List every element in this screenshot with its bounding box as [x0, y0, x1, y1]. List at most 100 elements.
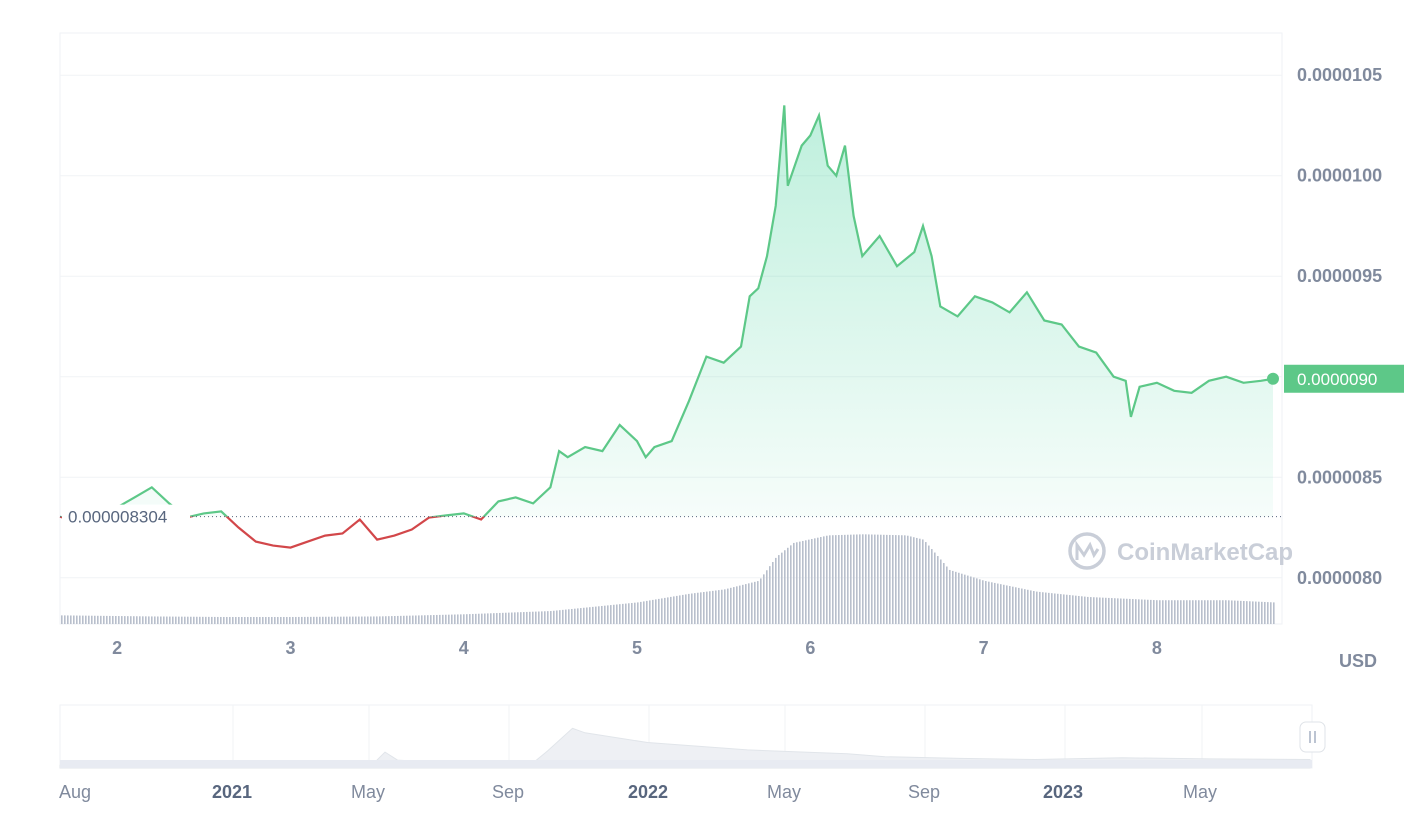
volume-bar [799, 541, 801, 624]
volume-bar [613, 604, 615, 624]
y-axis-labels: 0.0000105 0.0000100 0.0000095 0.0000090 0.00… [1297, 65, 1382, 588]
volume-bar [253, 616, 255, 624]
volume-bar [817, 537, 819, 624]
x-tick-label: 4 [459, 638, 469, 658]
volume-bar [946, 566, 948, 624]
volume-bar [685, 594, 687, 624]
volume-bar [607, 605, 609, 624]
volume-bar [652, 599, 654, 624]
volume-bar [388, 616, 390, 624]
volume-bar [634, 602, 636, 624]
volume-bar [844, 534, 846, 624]
volume-bar [319, 616, 321, 624]
range-navigator[interactable]: Aug 2021 May Sep 2022 May Sep 2023 May [59, 704, 1326, 802]
volume-bar [1153, 600, 1155, 624]
volume-bar [874, 534, 876, 624]
volume-bar [1009, 586, 1011, 624]
volume-bar [184, 616, 186, 624]
volume-bar [1039, 591, 1041, 624]
volume-bar [754, 581, 756, 624]
volume-bar [649, 600, 651, 624]
volume-bar [487, 613, 489, 624]
volume-bar [724, 589, 726, 624]
navigator-label: Sep [492, 782, 524, 802]
volume-bar [124, 616, 126, 624]
volume-bar [721, 589, 723, 624]
volume-bar [703, 591, 705, 624]
volume-bar [478, 613, 480, 624]
volume-bar [1027, 589, 1029, 624]
volume-bar [811, 538, 813, 624]
volume-bar [1120, 598, 1122, 624]
volume-bar [592, 606, 594, 624]
volume-bar [712, 590, 714, 624]
volume-bar [130, 616, 132, 624]
volume-bar [1141, 599, 1143, 624]
volume-bar [745, 584, 747, 624]
reference-price-label-background [62, 504, 190, 527]
volume-bar [1090, 597, 1092, 624]
volume-bar [550, 611, 552, 624]
volume-bar [1096, 597, 1098, 624]
volume-bar [154, 616, 156, 624]
volume-bar [1084, 596, 1086, 624]
x-tick-label: 6 [805, 638, 815, 658]
volume-bar [472, 613, 474, 624]
volume-bar [442, 614, 444, 624]
volume-bar [454, 614, 456, 624]
volume-bar [187, 616, 189, 624]
volume-bar [322, 616, 324, 624]
volume-bar [517, 612, 519, 624]
volume-bar [643, 601, 645, 624]
volume-bar [241, 616, 243, 624]
volume-bar [1237, 600, 1239, 624]
volume-bar [529, 611, 531, 624]
navigator-handle[interactable] [1299, 721, 1326, 753]
volume-bar [976, 578, 978, 624]
volume-bar [307, 616, 309, 624]
currency-label: USD [1339, 651, 1377, 671]
volume-bar [1252, 601, 1254, 624]
volume-bar [580, 608, 582, 624]
volume-bar [736, 586, 738, 624]
volume-bar [820, 537, 822, 624]
volume-bar [397, 615, 399, 624]
volume-bar [742, 584, 744, 624]
volume-bar [64, 615, 66, 624]
volume-bar [1108, 597, 1110, 624]
volume-bar [541, 611, 543, 624]
volume-bar [1033, 591, 1035, 624]
volume-bar [466, 614, 468, 624]
volume-bar [430, 615, 432, 624]
volume-bar [469, 614, 471, 624]
volume-bar [1177, 600, 1179, 624]
volume-bar [670, 596, 672, 624]
volume-bar [1264, 601, 1266, 624]
volume-bar [1003, 584, 1005, 624]
volume-bar [376, 616, 378, 624]
volume-bar [352, 616, 354, 624]
volume-bar [148, 616, 150, 624]
volume-bar [883, 534, 885, 624]
volume-bar [61, 615, 63, 624]
coinmarketcap-logo-icon [1068, 532, 1106, 570]
volume-bar [793, 542, 795, 624]
volume-bar [403, 615, 405, 624]
volume-bar [133, 616, 135, 624]
volume-bar [496, 613, 498, 624]
volume-bar [847, 534, 849, 624]
volume-bar [979, 579, 981, 624]
volume-bar [1036, 591, 1038, 624]
volume-bar [250, 616, 252, 624]
navigator-label: May [767, 782, 801, 802]
volume-bar [1132, 599, 1134, 624]
volume-bar [1171, 600, 1173, 624]
volume-bar [796, 542, 798, 624]
volume-bar [325, 616, 327, 624]
volume-bar [463, 614, 465, 624]
volume-bar [1015, 587, 1017, 624]
volume-bar [112, 615, 114, 624]
navigator-selected-range [60, 760, 1312, 768]
volume-bar [1273, 602, 1275, 624]
